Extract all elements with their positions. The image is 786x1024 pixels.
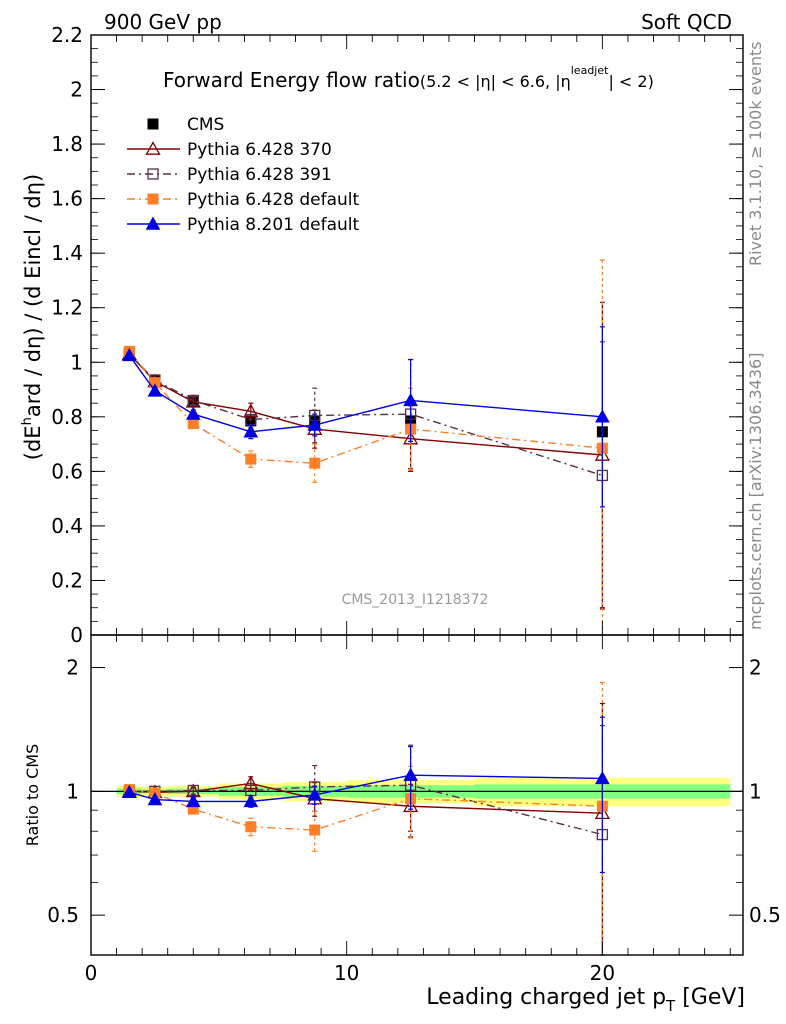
main-point (243, 424, 259, 438)
ratio-point (307, 787, 323, 801)
x-axis-label: Leading charged jet pT [GeV] (426, 985, 745, 1015)
legend-marker (147, 118, 159, 130)
ratio-y-tick-label-right: 2 (749, 656, 762, 680)
legend-label: Pythia 6.428 391 (187, 165, 332, 185)
y-label-sup: h (20, 417, 35, 425)
legend-item: Pythia 6.428 391 (127, 165, 332, 185)
header-left: 900 GeV pp (104, 10, 222, 34)
main-point (187, 394, 199, 407)
x-label-unit: [GeV] (675, 985, 745, 1010)
main-point (309, 457, 321, 469)
ratio-series-1 (123, 725, 609, 956)
ratio-point (403, 767, 418, 781)
rivet-version-text: Rivet 3.1.10, ≥ 100k events (746, 41, 765, 266)
ratio-point (122, 784, 137, 798)
ratio-point (595, 770, 610, 785)
legend-marker (145, 141, 161, 155)
chart-title-cond: (5.2 < |η| < 6.6, |η (420, 72, 571, 91)
main-point (403, 392, 418, 407)
main-y-tick-label: 1 (70, 350, 83, 374)
main-y-axis-label: (dEhard / dη) / (d Eincl / dη) (20, 174, 45, 460)
legend-marker (147, 193, 159, 205)
ratio-series-0 (121, 702, 610, 956)
mcplots-reference-text: mcplots.cern.ch [arXiv:1306.3436] (746, 353, 765, 630)
main-y-tick-label: 1.8 (51, 132, 83, 156)
main-watermark: CMS_2013_I1218372 (342, 592, 489, 608)
legend-marker (147, 168, 159, 180)
main-point (147, 383, 163, 397)
main-series-1 (121, 301, 610, 609)
main-y-tick-label: 1.6 (51, 187, 83, 211)
ratio-y-tick-label: 1 (66, 779, 79, 803)
chart-title-main: Forward Energy flow ratio (163, 68, 420, 92)
main-y-tick-label: 0.2 (51, 568, 83, 592)
ratio-point (243, 775, 259, 790)
main-series-line (128, 353, 603, 477)
ratio-y-tick-label: 2 (66, 656, 79, 680)
main-y-tick-label: 0 (70, 623, 83, 647)
x-tick-label: 0 (85, 961, 98, 985)
ratio-y-tick-label-right: 1 (749, 779, 762, 803)
main-point (187, 418, 199, 430)
ratio-series-2 (123, 681, 608, 956)
legend-label: CMS (187, 115, 224, 135)
legend-item: Pythia 6.428 default (127, 190, 360, 210)
y-label-part-b: ard / dη) / (d Eincl / dη) (21, 174, 45, 417)
main-y-tick-label: 0.8 (51, 405, 83, 429)
main-axis-ticks: 0 0.2 0.4 0.6 0.8 1 1.2 1.4 1.6 1.8 2 2.2 (51, 23, 743, 647)
ratio-point (185, 793, 201, 808)
main-series-2 (123, 341, 609, 610)
legend-label: Pythia 8.201 default (187, 215, 360, 235)
main-y-tick-label: 2.2 (51, 23, 83, 47)
main-y-tick-label: 0.6 (51, 459, 83, 483)
ratio-point (309, 824, 321, 836)
ratio-y-tick-label-right: 0.5 (749, 903, 781, 927)
legend: CMS Pythia 6.428 370 Pythia 6.428 391 Pythi… (127, 115, 360, 235)
legend-label: Pythia 6.428 default (187, 190, 360, 210)
ratio-point (147, 792, 163, 806)
main-series-line (128, 355, 603, 433)
ratio-y-axis-label: Ratio to CMS (23, 744, 42, 846)
ratio-plot-content (91, 681, 743, 956)
main-series-3 (123, 259, 608, 636)
ratio-series-3 (122, 716, 610, 874)
main-panel: 0 0.2 0.4 0.6 0.8 1 1.2 1.4 1.6 1.8 2 2.2 CMS_2013_… (20, 23, 744, 647)
main-series-4 (122, 326, 610, 508)
legend-item: CMS (147, 115, 224, 135)
ratio-panel: 0.5 0.51 12 20 10 20 Ratio to CMS Leading cha… (23, 634, 781, 1015)
chart-title-cond-end: | < 2) (608, 72, 653, 91)
x-label-sub: T (665, 997, 676, 1015)
legend-item: Pythia 8.201 default (127, 215, 360, 235)
legend-item: Pythia 6.428 370 (127, 140, 332, 160)
main-point (595, 409, 610, 423)
main-y-tick-label: 1.4 (51, 241, 83, 265)
main-point (245, 453, 257, 465)
legend-marker (145, 216, 161, 230)
main-point (243, 403, 259, 418)
header-right: Soft QCD (641, 10, 732, 34)
main-plot-content (121, 259, 610, 636)
ratio-y-tick-label: 0.5 (47, 903, 79, 927)
main-point (185, 406, 201, 420)
main-y-tick-label: 0.4 (51, 514, 83, 538)
ratio-frame (90, 634, 744, 956)
main-y-tick-label: 2 (70, 78, 83, 102)
ratio-axis-ticks: 0.5 0.51 12 20 10 20 (47, 635, 781, 985)
main-y-tick-label: 1.2 (51, 296, 83, 320)
chart-title: Forward Energy flow ratio(5.2 < |η| < 6.… (163, 64, 654, 92)
main-point (122, 347, 137, 362)
x-label-main: Leading charged jet p (426, 985, 666, 1010)
y-label-part-a: (dE (21, 425, 45, 460)
x-tick-label: 20 (590, 961, 615, 985)
ratio-point (245, 821, 257, 833)
chart-title-cond-sup: leadjet (571, 64, 609, 77)
main-series-line (128, 353, 603, 456)
legend-label: Pythia 6.428 370 (187, 140, 332, 160)
main-point (307, 417, 323, 431)
x-tick-label: 10 (334, 961, 359, 985)
ratio-point (243, 793, 259, 808)
